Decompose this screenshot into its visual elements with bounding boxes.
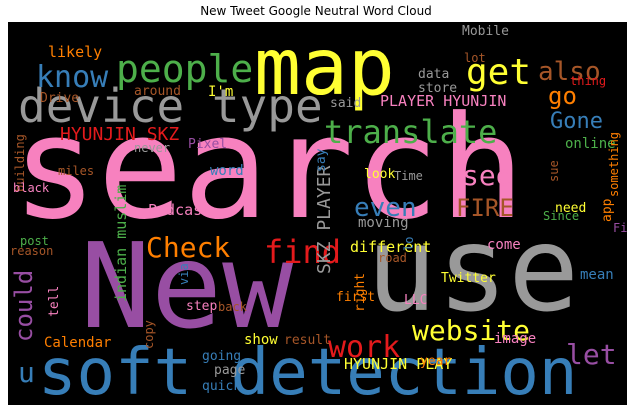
cloud-word: work <box>328 330 400 365</box>
cloud-word: search <box>12 86 525 251</box>
cloud-word: translate <box>324 113 497 151</box>
cloud-word: mean <box>580 267 614 283</box>
cloud-word: quick <box>202 379 241 394</box>
cloud-word: right <box>353 273 368 312</box>
cloud-word: reason <box>10 244 53 258</box>
cloud-word: moving <box>358 215 409 231</box>
cloud-word: first <box>336 290 375 305</box>
cloud-word: online <box>565 136 616 152</box>
cloud-word: app <box>600 198 615 222</box>
cloud-word: likely <box>48 43 102 61</box>
cloud-word: Podcast <box>148 201 211 219</box>
cloud-word: see <box>462 159 513 192</box>
cloud-word: could <box>10 270 38 342</box>
cloud-word: lot <box>464 51 486 65</box>
word-cloud-canvas: search New use map soft detection device type… <box>8 22 627 405</box>
cloud-word: miles <box>58 164 94 178</box>
cloud-word: data <box>418 67 449 82</box>
cloud-word: image <box>494 331 536 347</box>
cloud-word: map <box>254 23 395 113</box>
cloud-word: result <box>284 333 331 348</box>
cloud-title: New Tweet Google Neutral Word Cloud <box>200 4 432 18</box>
cloud-word: say <box>314 148 329 172</box>
cloud-word: Since <box>543 209 579 223</box>
cloud-word: going <box>202 349 241 364</box>
cloud-word: Check <box>146 231 230 264</box>
cloud-word: indian muslim <box>112 185 130 302</box>
cloud-word: Pixel <box>188 137 227 152</box>
cloud-word: PLAYER HYUNJIN <box>380 92 506 110</box>
cloud-word: black <box>13 181 50 195</box>
cloud-word: copy <box>142 320 156 349</box>
cloud-word: look <box>364 167 395 182</box>
cloud-word: FIRE <box>456 194 514 222</box>
cloud-word: know <box>36 60 109 95</box>
cloud-word: LLC <box>404 293 427 308</box>
cloud-word: soft detection <box>38 336 577 405</box>
cloud-word: road <box>378 251 407 265</box>
cloud-word: HYUNJIN SKZ <box>60 124 179 145</box>
cloud-word: u <box>18 356 35 389</box>
cloud-word: SKZ PLAYER <box>314 165 335 274</box>
cloud-word: post <box>20 234 49 248</box>
cloud-word: back <box>218 300 248 314</box>
cloud-word: even <box>354 193 417 223</box>
cloud-word: show <box>244 332 278 348</box>
cloud-word: never <box>134 141 170 155</box>
cloud-word: store <box>418 81 457 96</box>
cloud-word: get <box>466 52 531 93</box>
cloud-word: use <box>366 200 579 338</box>
cloud-word: year <box>420 354 451 369</box>
cloud-word: go <box>548 82 577 110</box>
cloud-word: page <box>214 363 245 378</box>
cloud-word: come <box>487 237 521 253</box>
cloud-word: website <box>412 314 530 347</box>
cloud-word: Gone <box>550 109 603 134</box>
cloud-word: step <box>186 299 217 314</box>
cloud-word: New <box>80 217 294 355</box>
cloud-word: building <box>13 134 27 192</box>
cloud-word: let <box>566 338 617 371</box>
cloud-word: people <box>116 47 253 91</box>
cloud-word: thing <box>570 74 606 88</box>
cloud-word: need <box>555 201 586 216</box>
cloud-word: sue <box>547 160 561 182</box>
cloud-word: word <box>210 163 244 179</box>
cloud-word: Mobile <box>462 24 509 39</box>
cloud-word: Calendar <box>44 335 111 351</box>
cloud-word: also <box>538 57 601 87</box>
cloud-word: HYUNJIN PLAY <box>344 355 452 373</box>
cloud-word: said <box>330 96 361 111</box>
cloud-word: I'm <box>208 84 233 100</box>
cloud-word: find <box>264 233 341 271</box>
cloud-word: something <box>607 132 621 197</box>
cloud-word: Twitter <box>441 271 496 286</box>
cloud-word: Drive <box>40 91 79 106</box>
cloud-word: tell <box>47 286 62 317</box>
cloud-word: around <box>134 84 181 99</box>
cloud-word: Fiber <box>613 221 627 235</box>
cloud-word: different <box>350 238 431 256</box>
cloud-word: via <box>177 263 191 285</box>
cloud-word: device type <box>18 79 323 133</box>
cloud-word: Time <box>394 169 423 183</box>
cloud-word: lo <box>402 237 416 251</box>
